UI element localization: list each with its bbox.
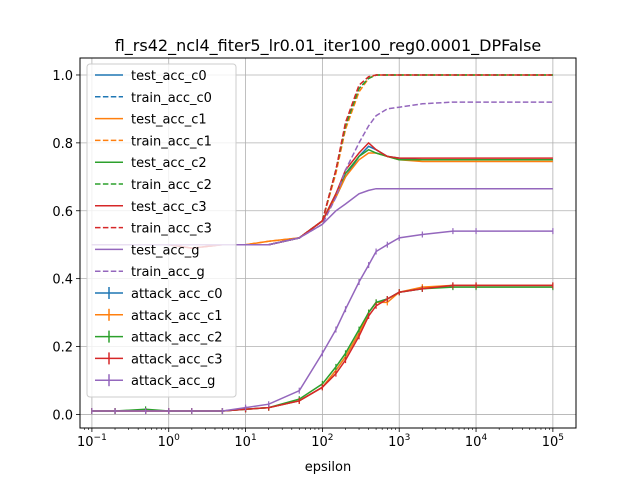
legend-label-train_acc_g: train_acc_g [131,265,205,280]
legend-label-test_acc_c0: test_acc_c0 [131,69,207,84]
x-tick-label: 105 [542,433,564,450]
legend-label-train_acc_c0: train_acc_c0 [131,91,212,106]
y-tick-label: 0.2 [52,341,73,356]
plot-frame [79,57,577,429]
y-axis-ticks: 0.0 0.2 0.4 0.6 0.8 1.0 [52,69,80,423]
legend-label-train_acc_c1: train_acc_c1 [131,134,212,149]
legend-label-attack_acc_g: attack_acc_g [131,374,215,389]
legend-label-train_acc_c2: train_acc_c2 [131,178,212,193]
x-tick-label: 101 [234,433,256,450]
y-tick-label: 0.8 [52,137,73,152]
legend-label-attack_acc_c1: attack_acc_c1 [131,309,222,324]
series-lines [91,74,554,415]
chart-title: fl_rs42_ncl4_fiter5_lr0.01_iter100_reg0.… [115,36,542,56]
x-tick-label: 103 [388,433,410,450]
x-tick-label: 100 [158,433,181,450]
x-axis-label: epsilon [305,460,351,475]
legend: test_acc_c0 train_acc_c0 test_acc_c1 train_… [86,63,237,398]
series-train_acc_c3 [91,74,553,249]
series-train_acc_c1 [91,74,553,246]
legend-label-test_acc_c3: test_acc_c3 [131,200,207,215]
legend-label-attack_acc_c0: attack_acc_c0 [131,287,222,302]
legend-label-attack_acc_c2: attack_acc_c2 [131,331,222,346]
legend-label-test_acc_g: test_acc_g [131,243,199,258]
legend-label-test_acc_c2: test_acc_c2 [131,156,207,171]
y-tick-label: 0.6 [52,205,73,220]
x-tick-label: 102 [311,433,333,450]
y-tick-label: 1.0 [52,69,73,84]
legend-label-attack_acc_c3: attack_acc_c3 [131,352,222,367]
series-train_acc_g [91,101,553,246]
y-tick-label: 0.0 [52,408,73,423]
legend-label-train_acc_c3: train_acc_c3 [131,222,212,237]
x-tick-label: 10−1 [77,433,107,450]
y-tick-label: 0.4 [52,273,73,288]
legend-box [86,63,237,398]
x-axis-ticks: 10−1 100 101 102 103 104 105 [77,428,564,450]
legend-label-test_acc_c1: test_acc_c1 [131,113,207,128]
x-tick-label: 104 [465,433,488,450]
